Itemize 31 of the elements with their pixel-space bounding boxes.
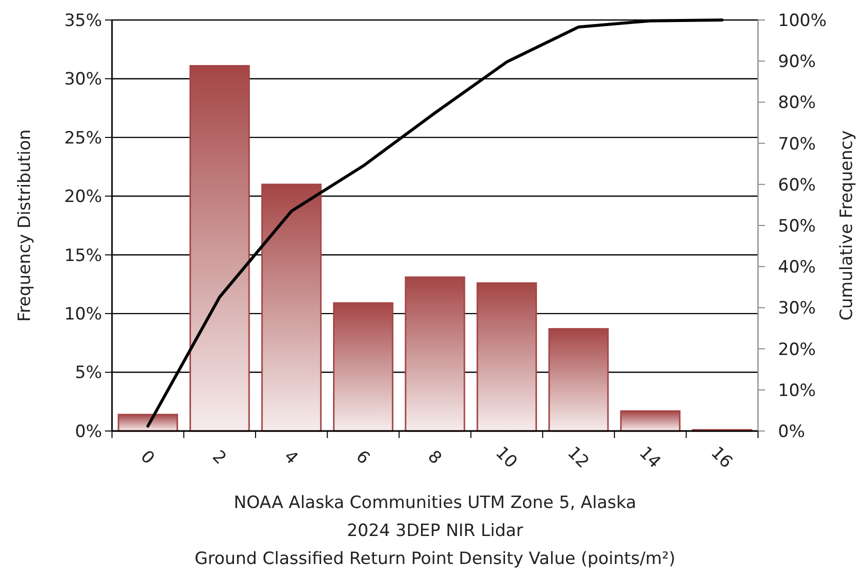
x-tick-label: 6 xyxy=(352,446,374,469)
y2-axis-title: Cumulative Frequency xyxy=(837,130,857,321)
x-tick-label: 4 xyxy=(280,446,302,469)
y-tick-label: 20% xyxy=(64,187,102,208)
x-tick-label: 10 xyxy=(491,442,521,472)
y-tick-label: 0% xyxy=(75,422,102,442)
y-tick-label: 25% xyxy=(64,128,102,148)
y2-tick-label: 90% xyxy=(778,52,816,72)
y2-tick-label: 100% xyxy=(778,10,827,31)
y-tick-label: 10% xyxy=(64,304,102,325)
y2-tick-label: 0% xyxy=(778,422,805,442)
x-tick-label: 12 xyxy=(563,442,593,472)
x-tick-label: 2 xyxy=(208,446,230,469)
y2-tick-label: 80% xyxy=(778,93,816,114)
x-tick-label: 14 xyxy=(634,442,664,472)
x-tick-label: 16 xyxy=(706,442,736,472)
y2-tick-label: 20% xyxy=(778,340,816,360)
y-tick-label: 15% xyxy=(64,246,102,266)
y2-tick-label: 60% xyxy=(778,175,816,196)
y-tick-label: 35% xyxy=(64,10,102,31)
x-tick-label: 8 xyxy=(423,446,446,469)
x-axis-title: NOAA Alaska Communities UTM Zone 5, Alaska 2024 3DEP NIR Lidar Ground Classified Return Point Density Value (points/m²) xyxy=(194,493,676,569)
y2-tick-label: 10% xyxy=(778,380,816,401)
x-tick-label: 0 xyxy=(136,446,158,469)
y-tick-label: 5% xyxy=(75,363,102,384)
y-tick-label: 30% xyxy=(64,70,102,90)
y2-tick-label: 30% xyxy=(778,298,816,319)
y2-tick-label: 50% xyxy=(778,216,816,236)
y-axis-title: Frequency Distribution xyxy=(15,129,35,322)
y2-tick-label: 70% xyxy=(778,134,816,154)
y2-tick-label: 40% xyxy=(778,258,816,278)
